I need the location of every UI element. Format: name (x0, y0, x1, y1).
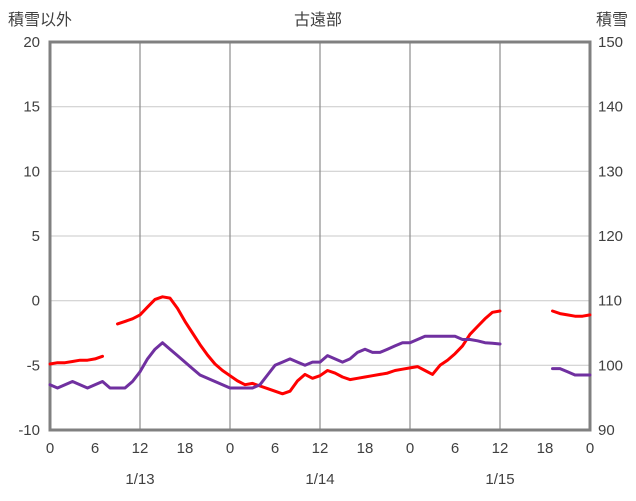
left-axis-ticks: 20 15 10 5 0 -5 -10 (18, 34, 40, 439)
svg-text:15: 15 (23, 99, 40, 116)
svg-text:100: 100 (598, 357, 623, 374)
svg-text:110: 110 (598, 293, 622, 310)
right-axis-ticks: 150 140 130 120 110 100 90 (598, 34, 623, 439)
x-axis-date-labels: 1/13 1/14 1/15 (125, 471, 514, 488)
svg-text:12: 12 (312, 440, 329, 457)
svg-text:130: 130 (598, 163, 623, 180)
svg-text:0: 0 (46, 440, 54, 457)
svg-text:1/14: 1/14 (305, 471, 334, 488)
series-purple (48, 334, 592, 390)
svg-text:90: 90 (598, 422, 615, 439)
svg-text:120: 120 (598, 228, 623, 245)
svg-text:12: 12 (492, 440, 509, 457)
svg-text:6: 6 (91, 440, 99, 457)
series-red (48, 295, 592, 396)
svg-text:-5: -5 (27, 357, 40, 374)
svg-text:150: 150 (598, 34, 623, 51)
svg-text:1/13: 1/13 (125, 471, 154, 488)
svg-text:1/15: 1/15 (485, 471, 514, 488)
svg-text:6: 6 (271, 440, 279, 457)
svg-text:140: 140 (598, 99, 623, 116)
svg-text:0: 0 (586, 440, 594, 457)
svg-text:5: 5 (32, 228, 40, 245)
svg-text:18: 18 (537, 440, 554, 457)
svg-text:20: 20 (23, 34, 40, 51)
svg-text:18: 18 (357, 440, 374, 457)
vertical-gridlines (139, 42, 501, 430)
plot-border (48, 40, 592, 432)
svg-text:0: 0 (32, 293, 40, 310)
chart-title: 古遠部 (293, 12, 343, 29)
svg-text:10: 10 (23, 163, 40, 180)
svg-text:18: 18 (177, 440, 194, 457)
svg-text:-10: -10 (18, 422, 40, 439)
right-axis-title: 積雪 (595, 12, 628, 29)
left-axis-title: 積雪以外 (8, 12, 73, 29)
svg-text:6: 6 (451, 440, 459, 457)
x-axis-ticks: 0 6 12 18 0 6 12 18 0 6 12 18 0 (46, 440, 594, 457)
svg-text:12: 12 (132, 440, 149, 457)
svg-text:0: 0 (406, 440, 414, 457)
svg-text:0: 0 (226, 440, 234, 457)
